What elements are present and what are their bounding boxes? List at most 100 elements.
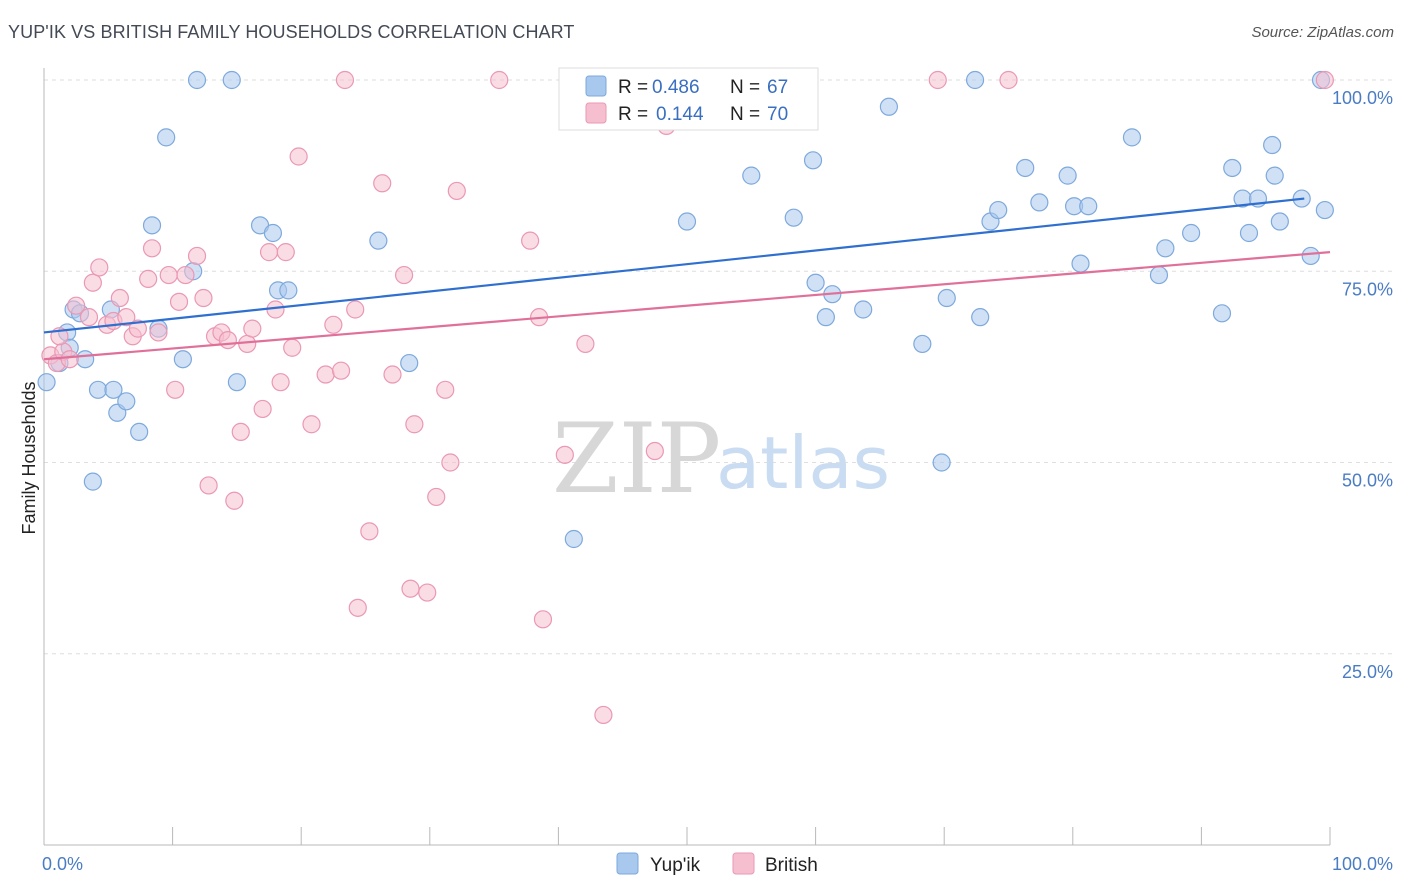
yupik-point bbox=[1270, 212, 1289, 231]
british-point bbox=[169, 292, 189, 311]
british-point bbox=[436, 380, 455, 399]
yupik-point bbox=[222, 70, 241, 90]
british-point bbox=[1315, 70, 1334, 90]
british-point bbox=[142, 239, 162, 258]
x-tick-label: 100.0% bbox=[1332, 854, 1393, 874]
yupik-point bbox=[989, 200, 1008, 220]
british-point bbox=[360, 522, 379, 541]
british-point bbox=[335, 70, 355, 90]
british-point bbox=[187, 246, 207, 266]
british-point bbox=[199, 476, 218, 495]
yupik-point bbox=[173, 350, 192, 369]
british-point bbox=[67, 296, 86, 315]
yupik-point bbox=[677, 212, 697, 231]
y-tick-label: 25.0% bbox=[1342, 662, 1393, 682]
legend-r-value-british: 0.144 bbox=[656, 104, 704, 125]
grid-lines bbox=[44, 79, 1392, 655]
yupik-point bbox=[400, 353, 419, 373]
yupik-point bbox=[117, 392, 136, 411]
yupik-point bbox=[965, 70, 985, 90]
bottom-legend-swatch-british bbox=[732, 852, 755, 875]
british-point bbox=[231, 422, 250, 441]
yupik-point bbox=[279, 281, 298, 300]
legend-box: R = 0.486 N = 67 R = 0.144 N = 70 bbox=[558, 67, 819, 131]
british-point bbox=[383, 365, 402, 384]
british-point bbox=[276, 243, 295, 262]
yupik-point bbox=[1058, 166, 1077, 185]
x-tick-label: 0.0% bbox=[42, 854, 83, 874]
yupik-point bbox=[854, 300, 873, 319]
yupik-point bbox=[803, 151, 823, 170]
yupik-point bbox=[1030, 193, 1049, 212]
british-point bbox=[253, 399, 272, 419]
axes bbox=[43, 68, 1331, 846]
british-point bbox=[225, 491, 244, 510]
yupik-point bbox=[937, 288, 956, 308]
yupik-point bbox=[227, 373, 246, 392]
british-point bbox=[176, 265, 195, 285]
data-points bbox=[37, 70, 1334, 725]
british-point bbox=[331, 361, 351, 380]
british-point bbox=[576, 334, 595, 354]
british-point bbox=[447, 181, 466, 201]
yupik-point bbox=[879, 97, 899, 116]
legend-r-label-british: R = bbox=[618, 104, 648, 125]
yupik-point bbox=[1265, 166, 1284, 185]
yupik-trend-line bbox=[43, 197, 1305, 334]
legend-n-value-yupik: 67 bbox=[767, 77, 788, 98]
british-point bbox=[194, 288, 213, 308]
yupik-point bbox=[37, 373, 56, 392]
british-point bbox=[139, 269, 158, 288]
british-point bbox=[283, 338, 302, 357]
yupik-point bbox=[816, 308, 835, 327]
yupik-point bbox=[1016, 158, 1035, 178]
british-point bbox=[79, 308, 99, 327]
y-tick-label: 75.0% bbox=[1342, 279, 1393, 299]
yupik-point bbox=[564, 529, 583, 549]
legend-r-label-yupik: R = bbox=[618, 77, 648, 98]
british-point bbox=[418, 583, 437, 602]
british-point bbox=[117, 308, 136, 327]
yupik-point bbox=[1315, 200, 1334, 220]
watermark: ZIP atlas bbox=[552, 403, 890, 515]
yupik-point bbox=[83, 472, 102, 491]
yupik-point bbox=[263, 223, 283, 243]
british-point bbox=[521, 231, 540, 250]
yupik-point bbox=[1071, 254, 1090, 273]
yupik-point bbox=[784, 208, 803, 227]
british-trend-line bbox=[43, 251, 1331, 361]
british-point bbox=[405, 415, 424, 434]
british-point bbox=[243, 319, 262, 338]
bottom-legend-label-british: British bbox=[765, 855, 818, 876]
y-axis-label: Family Households bbox=[19, 381, 39, 534]
x-tick-labels: 0.0% 100.0% bbox=[42, 854, 1393, 874]
y-tick-label: 100.0% bbox=[1332, 88, 1393, 108]
british-point bbox=[594, 705, 613, 725]
yupik-point bbox=[1301, 246, 1320, 266]
british-point bbox=[645, 441, 664, 461]
y-tick-labels: 25.0% 50.0% 75.0% 100.0% bbox=[1332, 88, 1393, 682]
yupik-point bbox=[1122, 128, 1142, 147]
british-point bbox=[555, 445, 574, 464]
bottom-legend-swatch-yupik bbox=[616, 852, 639, 875]
watermark-atlas: atlas bbox=[716, 421, 890, 505]
watermark-zip: ZIP bbox=[552, 403, 721, 515]
yupik-point bbox=[187, 70, 207, 90]
yupik-point bbox=[913, 334, 932, 354]
british-point bbox=[271, 373, 290, 392]
yupik-point bbox=[742, 166, 761, 185]
british-point bbox=[90, 258, 109, 277]
legend-n-label-british: N = bbox=[730, 104, 760, 125]
british-point bbox=[128, 319, 147, 338]
legend-n-label-yupik: N = bbox=[730, 77, 760, 98]
british-point bbox=[60, 350, 79, 369]
british-point bbox=[238, 334, 257, 354]
british-point bbox=[83, 273, 102, 292]
british-point bbox=[401, 579, 420, 598]
british-point bbox=[999, 70, 1018, 90]
british-point bbox=[346, 300, 365, 319]
british-point bbox=[159, 265, 178, 285]
chart-title: YUP'IK VS BRITISH FAMILY HOUSEHOLDS CORR… bbox=[8, 22, 575, 42]
british-point bbox=[427, 487, 446, 507]
